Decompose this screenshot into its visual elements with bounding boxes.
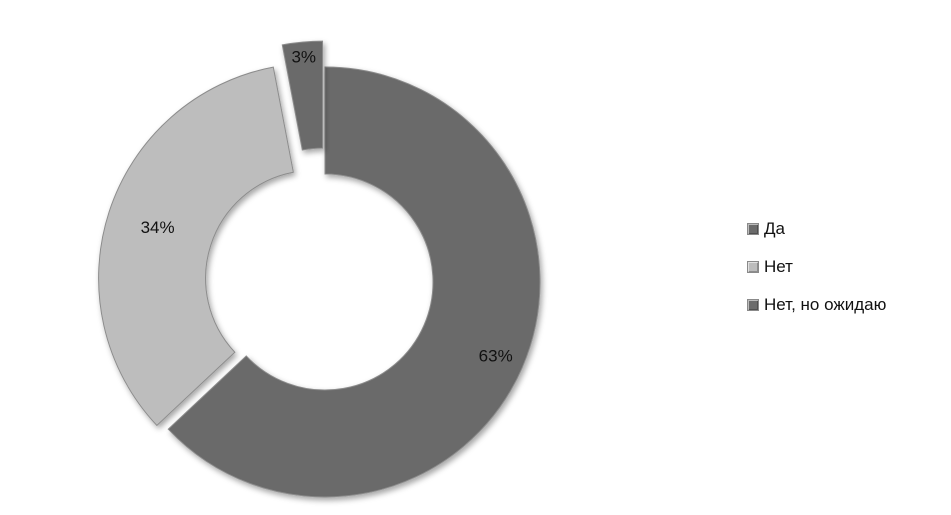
data-label-3: 3% [291, 48, 316, 67]
legend-item-net: Нет [747, 254, 886, 280]
legend-label: Да [764, 219, 785, 238]
data-label-1: 63% [479, 346, 513, 365]
legend-item-da: Да [747, 216, 886, 242]
legend-label: Нет [764, 257, 793, 276]
legend-label: Нет, но ожидаю [764, 295, 887, 314]
doughnut-slices [98, 40, 541, 498]
slice-3 [281, 40, 324, 151]
data-label-2: 34% [141, 218, 175, 237]
legend-swatch-icon [747, 299, 759, 311]
legend-swatch-icon [747, 223, 759, 235]
slice-1 [167, 66, 541, 498]
legend-swatch-icon [747, 261, 759, 273]
slice-2 [98, 66, 294, 427]
chart-legend: Да Нет Нет, но ожидаю [747, 216, 886, 330]
legend-item-net-no-ozhidayu: Нет, но ожидаю [747, 292, 886, 318]
doughnut-data-labels: 63% 34% 3% [141, 48, 513, 366]
